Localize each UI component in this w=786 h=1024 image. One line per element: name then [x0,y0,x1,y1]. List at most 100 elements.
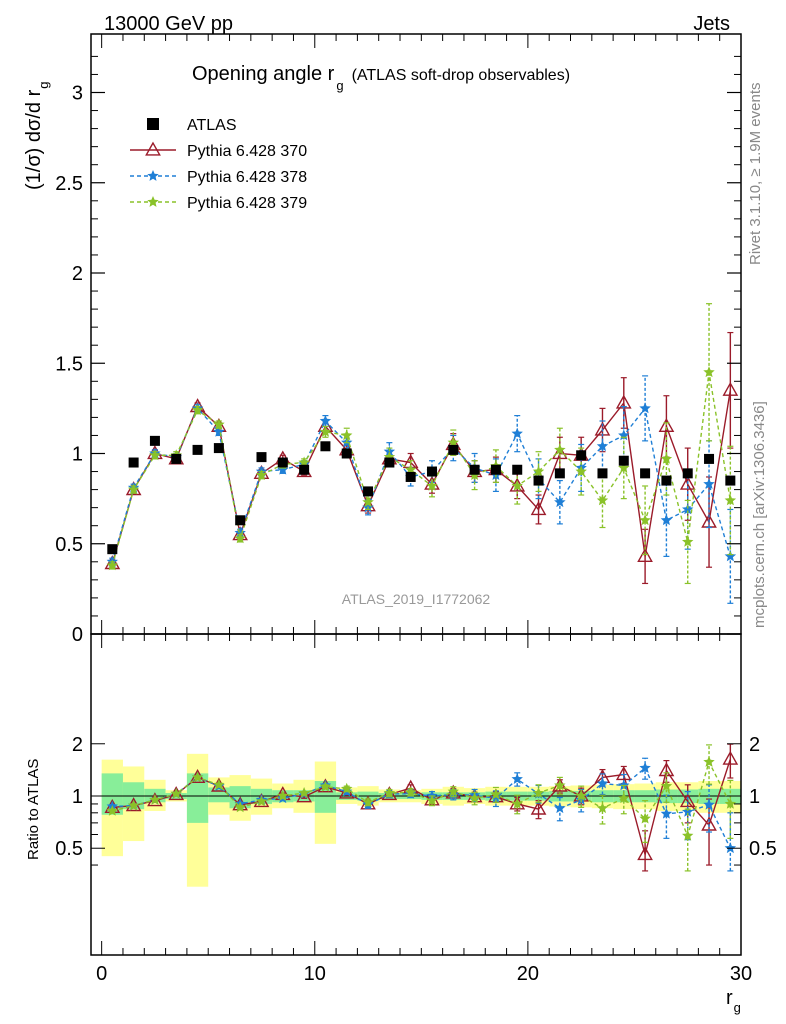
series-378-point [554,802,566,814]
series-370-point [552,445,568,460]
series-379-point [106,805,118,816]
series-370-point [296,788,312,803]
legend-370-label: Pythia 6.428 370 [187,143,307,160]
series-378-point [319,415,332,426]
xtick-label: 30 [730,963,752,985]
atlas-data-point [192,444,203,455]
series-379-point [532,465,545,477]
series-379-point [596,802,609,814]
series-379-point [127,483,140,495]
atlas-data-point [469,464,480,475]
atlas-data-point [128,457,139,468]
series-379-point [575,790,587,801]
atlas-data-point [512,464,523,475]
series-379-point [511,797,523,809]
atlas-data-point [363,486,374,497]
series-378-point [639,402,651,414]
legend-379-marker [147,196,159,207]
atlas-data-point [426,466,437,477]
series-370-point [658,417,675,432]
series-379-point [405,786,417,798]
atlas-data-point [149,435,160,446]
series-379-point [213,778,225,790]
series-379-point [618,461,630,473]
ratio-band-green [208,787,230,803]
series-378-point [682,503,694,515]
main-ytick-label: 0 [72,624,83,646]
atlas-data-point [235,515,246,526]
series-379-point [341,782,353,794]
atlas-data-point [682,468,693,479]
atlas-data-point [640,468,651,479]
series-379-point [405,463,417,475]
series-378-point [511,773,523,784]
series-379-point [255,795,268,807]
series-379-line [111,372,731,566]
legend-atlas-label: ATLAS [187,117,237,134]
series-379-point [490,788,502,800]
ratio-ytick-label-left: 0.5 [55,838,83,860]
series-379-point [341,429,353,441]
ratio-plot-frame [90,633,742,956]
atlas-data-point [384,457,395,468]
series-379-point [639,812,651,824]
rivet-label: Rivet 3.1.10, ≥ 1.9M events [747,83,764,266]
xtick-label: 20 [517,963,539,985]
series-379-point [255,469,268,480]
series-379-point [660,452,673,464]
series-379-point [554,779,566,791]
series-379-point [298,787,310,798]
series-379-point [191,404,204,415]
series-370-point [722,381,739,396]
series-379-point [596,494,609,506]
series-378-point [682,805,694,817]
series-370-point [530,501,547,516]
series-379-point [213,418,225,430]
series-379-point [127,799,140,811]
series-379-point [575,465,587,477]
series-378-point [554,496,566,508]
series-379-point [426,794,438,806]
chart-title-main: Opening angle r [192,63,335,85]
series-379-point [149,449,161,461]
series-370-point [637,547,653,562]
series-379-point [426,480,438,491]
series-378-point [596,440,609,452]
atlas-data-point [256,452,267,463]
series-379-point [682,535,694,547]
main-ytick-label: 2.5 [55,173,83,195]
series-379-point [362,796,374,808]
series-370-point [338,784,355,799]
series-379-point [703,756,715,767]
series-379-point [618,792,630,804]
chart-title-sub: g [336,78,343,93]
series-378-point [639,762,651,773]
main-ytick-label: 3 [72,83,83,105]
atlas-data-point [704,453,715,464]
series-370-point [530,800,547,815]
legend-378-label: Pythia 6.428 378 [187,169,307,186]
atlas-data-point [597,468,608,479]
series-378-point [660,514,673,526]
series-379-point [319,425,332,437]
series-379-point [724,797,737,809]
atlas-data-point [490,464,501,475]
series-379-point [319,780,332,792]
main-ytick-label: 2 [72,263,83,285]
atlas-data-point [554,468,565,479]
ratio-band-green [186,773,209,823]
series-378-point [511,427,523,439]
series-378-point [596,777,609,789]
xtick-label: 0 [96,963,107,985]
atlas-data-point [405,471,416,482]
series-378-point [724,550,737,562]
main-series [104,303,739,604]
analysis-label: ATLAS_2019_I1772062 [342,591,491,607]
series-379-point [149,793,161,805]
main-ytick-label: 1.5 [55,353,83,375]
ratio-ytick-label-left: 1 [72,786,83,808]
atlas-data-point [725,475,736,486]
series-379-point [554,443,566,455]
series-379-point [468,792,481,804]
series-379-point [383,787,396,798]
